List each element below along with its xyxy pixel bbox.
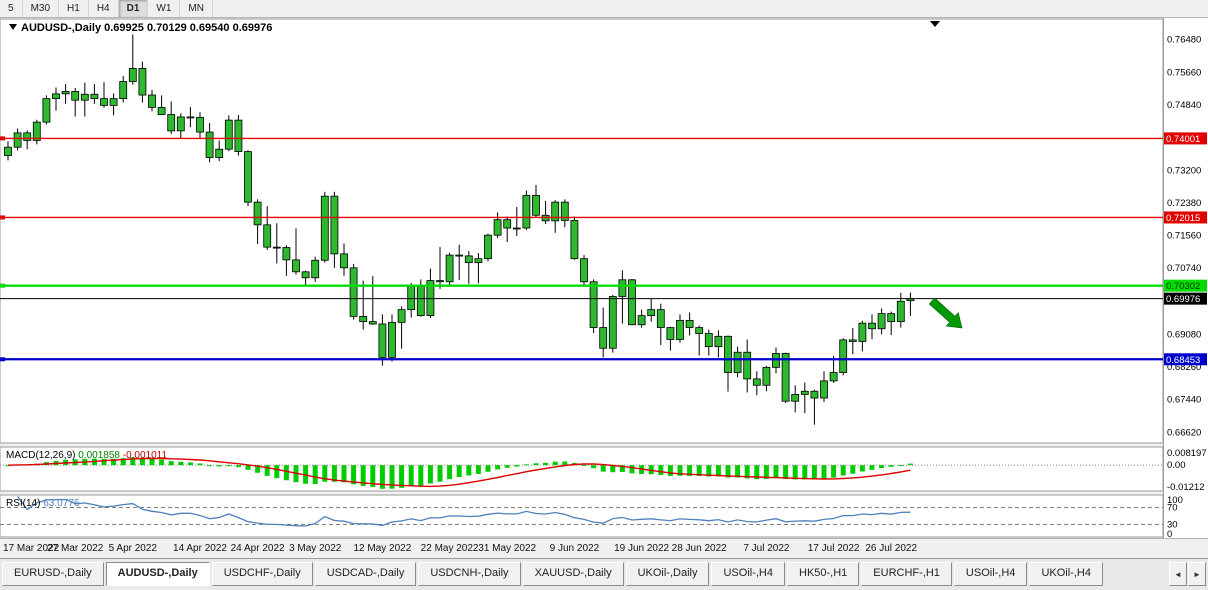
svg-text:0.75660: 0.75660 bbox=[1167, 67, 1201, 78]
chart-title: AUDUSD-,Daily 0.69925 0.70129 0.69540 0.… bbox=[9, 22, 272, 34]
tab-eurchf-h1[interactable]: EURCHF-,H1 bbox=[861, 562, 952, 586]
tab-usoil-h4[interactable]: USOil-,H4 bbox=[953, 562, 1028, 586]
tab-xauusd-daily[interactable]: XAUUSD-,Daily bbox=[522, 562, 624, 586]
timeframe-button-m30[interactable]: M30 bbox=[23, 0, 60, 17]
rsi-line bbox=[17, 495, 911, 527]
timeframe-button-h1[interactable]: H1 bbox=[59, 0, 89, 17]
collapse-arrow-icon[interactable] bbox=[9, 24, 17, 30]
svg-text:12 May 2022: 12 May 2022 bbox=[353, 543, 411, 554]
tab-usdcad-daily[interactable]: USDCAD-,Daily bbox=[314, 562, 417, 586]
tab-hk50-h1[interactable]: HK50-,H1 bbox=[787, 562, 860, 586]
timeframe-button-h4[interactable]: H4 bbox=[89, 0, 119, 17]
svg-text:0.74840: 0.74840 bbox=[1167, 100, 1201, 111]
breakout-level-price-tag bbox=[1164, 279, 1207, 292]
macd-panel[interactable] bbox=[0, 446, 1164, 492]
svg-text:7 Jul 2022: 7 Jul 2022 bbox=[743, 543, 790, 554]
svg-text:0.68260: 0.68260 bbox=[1167, 362, 1201, 373]
rsi-scale-70: 70 bbox=[1167, 503, 1178, 514]
tabs-scroll-left-button[interactable]: ◄ bbox=[1169, 562, 1187, 586]
tab-usdchf-daily[interactable]: USDCHF-,Daily bbox=[211, 562, 313, 586]
macd-scale-min: -0.01212 bbox=[1167, 482, 1205, 493]
resistance-level-1-marker bbox=[0, 136, 5, 141]
tab-ukoil-h4[interactable]: UKOil-,H4 bbox=[1029, 562, 1103, 586]
svg-text:9 Jun 2022: 9 Jun 2022 bbox=[550, 543, 600, 554]
resistance-level-2-price-tag-label: 0.72015 bbox=[1166, 213, 1200, 224]
resistance-level-2-marker bbox=[0, 215, 5, 220]
rsi-panel[interactable] bbox=[0, 494, 1164, 538]
breakout-level-price-tag-label: 0.70302 bbox=[1166, 281, 1200, 292]
svg-text:28 Jun 2022: 28 Jun 2022 bbox=[672, 543, 727, 554]
chart-canvas[interactable]: 0.76480 0.75660 0.74840 0.73200 0.72380 0.715… bbox=[0, 18, 1208, 558]
resistance-level-1-price-tag bbox=[1164, 132, 1207, 145]
macd-scale-max: 0.008197 bbox=[1167, 448, 1207, 459]
support-level-price-tag bbox=[1164, 353, 1207, 366]
support-level-price-tag-label: 0.68453 bbox=[1166, 355, 1200, 366]
svg-text:5 Apr 2022: 5 Apr 2022 bbox=[109, 543, 158, 554]
svg-text:3 May 2022: 3 May 2022 bbox=[289, 543, 342, 554]
chart-tabs-bar: EURUSD-,Daily AUDUSD-,Daily USDCHF-,Daily U… bbox=[0, 558, 1208, 590]
svg-text:27 Mar 2022: 27 Mar 2022 bbox=[47, 543, 104, 554]
chart-shift-marker[interactable] bbox=[930, 21, 940, 27]
tab-eurusd-daily[interactable]: EURUSD-,Daily bbox=[2, 562, 104, 586]
svg-text:0.72380: 0.72380 bbox=[1167, 198, 1201, 209]
resistance-level-1-price-tag-label: 0.74001 bbox=[1166, 134, 1200, 145]
svg-text:0.66620: 0.66620 bbox=[1167, 427, 1201, 438]
tabs-scroll-right-button[interactable]: ► bbox=[1188, 562, 1206, 586]
rsi-scale-100: 100 bbox=[1167, 495, 1183, 506]
timeframe-button-d1[interactable]: D1 bbox=[118, 0, 149, 17]
current-price-tag bbox=[1164, 292, 1207, 305]
main-chart-panel[interactable] bbox=[0, 18, 1164, 444]
tab-usdcnh-daily[interactable]: USDCNH-,Daily bbox=[418, 562, 521, 586]
timeframe-button-w1[interactable]: W1 bbox=[148, 0, 181, 17]
svg-text:31 May 2022: 31 May 2022 bbox=[478, 543, 536, 554]
price-axis-area[interactable] bbox=[1163, 18, 1208, 538]
macd-label: MACD(12,26,9) 0.001858 -0.001011 bbox=[6, 450, 167, 461]
current-price-tag-label: 0.69976 bbox=[1166, 294, 1200, 305]
price-axis-labels: 0.76480 0.75660 0.74840 0.73200 0.72380 0.715… bbox=[1167, 35, 1201, 439]
svg-text:0.70740: 0.70740 bbox=[1167, 263, 1201, 274]
symbol-ohlc-title: AUDUSD-,Daily 0.69925 0.70129 0.69540 0.… bbox=[21, 22, 272, 34]
tab-usoil-h4[interactable]: USOil-,H4 bbox=[711, 562, 785, 586]
svg-text:19 Jun 2022: 19 Jun 2022 bbox=[614, 543, 669, 554]
support-level-marker bbox=[0, 357, 5, 362]
macd-signal-line bbox=[7, 457, 911, 488]
timeframe-button-5[interactable]: 5 bbox=[0, 0, 23, 17]
rsi-scale-30: 30 bbox=[1167, 519, 1178, 530]
svg-text:14 Apr 2022: 14 Apr 2022 bbox=[173, 543, 227, 554]
tab-audusd-daily[interactable]: AUDUSD-,Daily bbox=[105, 562, 210, 586]
trend-arrow-annotation[interactable] bbox=[928, 297, 963, 329]
rsi-scale-0: 0 bbox=[1167, 529, 1172, 540]
svg-text:0.73200: 0.73200 bbox=[1167, 165, 1201, 176]
timeframe-button-mn[interactable]: MN bbox=[180, 0, 213, 17]
tab-ukoil-daily[interactable]: UKOil-,Daily bbox=[625, 562, 710, 586]
macd-scale-zero: 0.00 bbox=[1167, 460, 1186, 471]
svg-text:0.71560: 0.71560 bbox=[1167, 231, 1201, 242]
svg-text:17 Mar 2022: 17 Mar 2022 bbox=[3, 543, 60, 554]
svg-text:26 Jul 2022: 26 Jul 2022 bbox=[865, 543, 917, 554]
candlestick-series bbox=[4, 34, 915, 425]
svg-text:0.69080: 0.69080 bbox=[1167, 329, 1201, 340]
svg-text:17 Jul 2022: 17 Jul 2022 bbox=[808, 543, 860, 554]
timeframe-toolbar: 5 M30 H1 H4 D1 W1 MN bbox=[0, 0, 1208, 18]
resistance-level-2-price-tag bbox=[1164, 211, 1207, 224]
rsi-label: RSI(14) 63.0776 bbox=[6, 498, 80, 509]
breakout-level-marker bbox=[0, 283, 5, 288]
svg-text:0.67440: 0.67440 bbox=[1167, 395, 1201, 406]
svg-text:22 May 2022: 22 May 2022 bbox=[421, 543, 479, 554]
svg-text:0.76480: 0.76480 bbox=[1167, 35, 1201, 46]
svg-text:24 Apr 2022: 24 Apr 2022 bbox=[231, 543, 285, 554]
